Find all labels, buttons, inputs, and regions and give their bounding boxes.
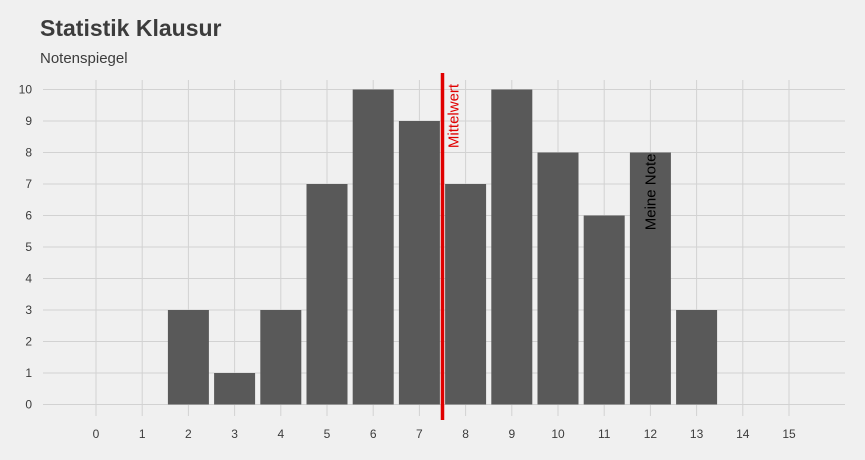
y-tick-label: 1 xyxy=(25,366,32,380)
bar-grade-5 xyxy=(306,184,348,405)
y-tick-label: 0 xyxy=(25,398,32,412)
chart-subtitle: Notenspiegel xyxy=(40,50,128,67)
y-tick-label: 2 xyxy=(25,335,32,349)
y-tick-label: 4 xyxy=(25,272,32,286)
bar-grade-11 xyxy=(583,215,625,405)
y-tick-label: 9 xyxy=(25,114,32,128)
mean-label: Mittelwert xyxy=(446,83,463,148)
bar-grade-10 xyxy=(537,152,579,405)
x-tick-label: 7 xyxy=(416,427,423,441)
bar-grade-3 xyxy=(214,373,256,405)
x-tick-label: 6 xyxy=(370,427,377,441)
bar-grade-9 xyxy=(491,89,533,405)
x-tick-label: 11 xyxy=(598,427,611,441)
y-tick-label: 3 xyxy=(25,303,32,317)
my-grade-label: Meine Note xyxy=(642,154,659,231)
x-tick-label: 10 xyxy=(551,427,565,441)
bar-grade-2 xyxy=(167,310,209,405)
x-tick-label: 8 xyxy=(462,427,469,441)
x-tick-label: 9 xyxy=(508,427,515,441)
y-tick-label: 5 xyxy=(25,240,32,254)
x-tick-label: 13 xyxy=(690,427,704,441)
chart-title: Statistik Klausur xyxy=(40,15,222,41)
bar-grade-4 xyxy=(260,310,302,405)
y-tick-label: 6 xyxy=(25,209,32,223)
x-tick-label: 4 xyxy=(277,427,284,441)
x-tick-label: 1 xyxy=(139,427,146,441)
y-tick-label: 10 xyxy=(19,83,33,97)
y-tick-label: 7 xyxy=(25,177,32,191)
y-tick-label: 8 xyxy=(25,146,32,160)
bar-grade-8 xyxy=(445,184,487,405)
x-tick-label: 14 xyxy=(736,427,750,441)
x-tick-label: 15 xyxy=(782,427,796,441)
x-tick-label: 0 xyxy=(93,427,100,441)
bar-grade-12 xyxy=(629,152,671,405)
bar-grade-13 xyxy=(676,310,718,405)
x-tick-label: 3 xyxy=(231,427,238,441)
x-tick-label: 2 xyxy=(185,427,192,441)
bar-grade-7 xyxy=(398,121,440,405)
bar-grade-6 xyxy=(352,89,394,405)
x-tick-label: 5 xyxy=(324,427,331,441)
x-tick-label: 12 xyxy=(644,427,658,441)
